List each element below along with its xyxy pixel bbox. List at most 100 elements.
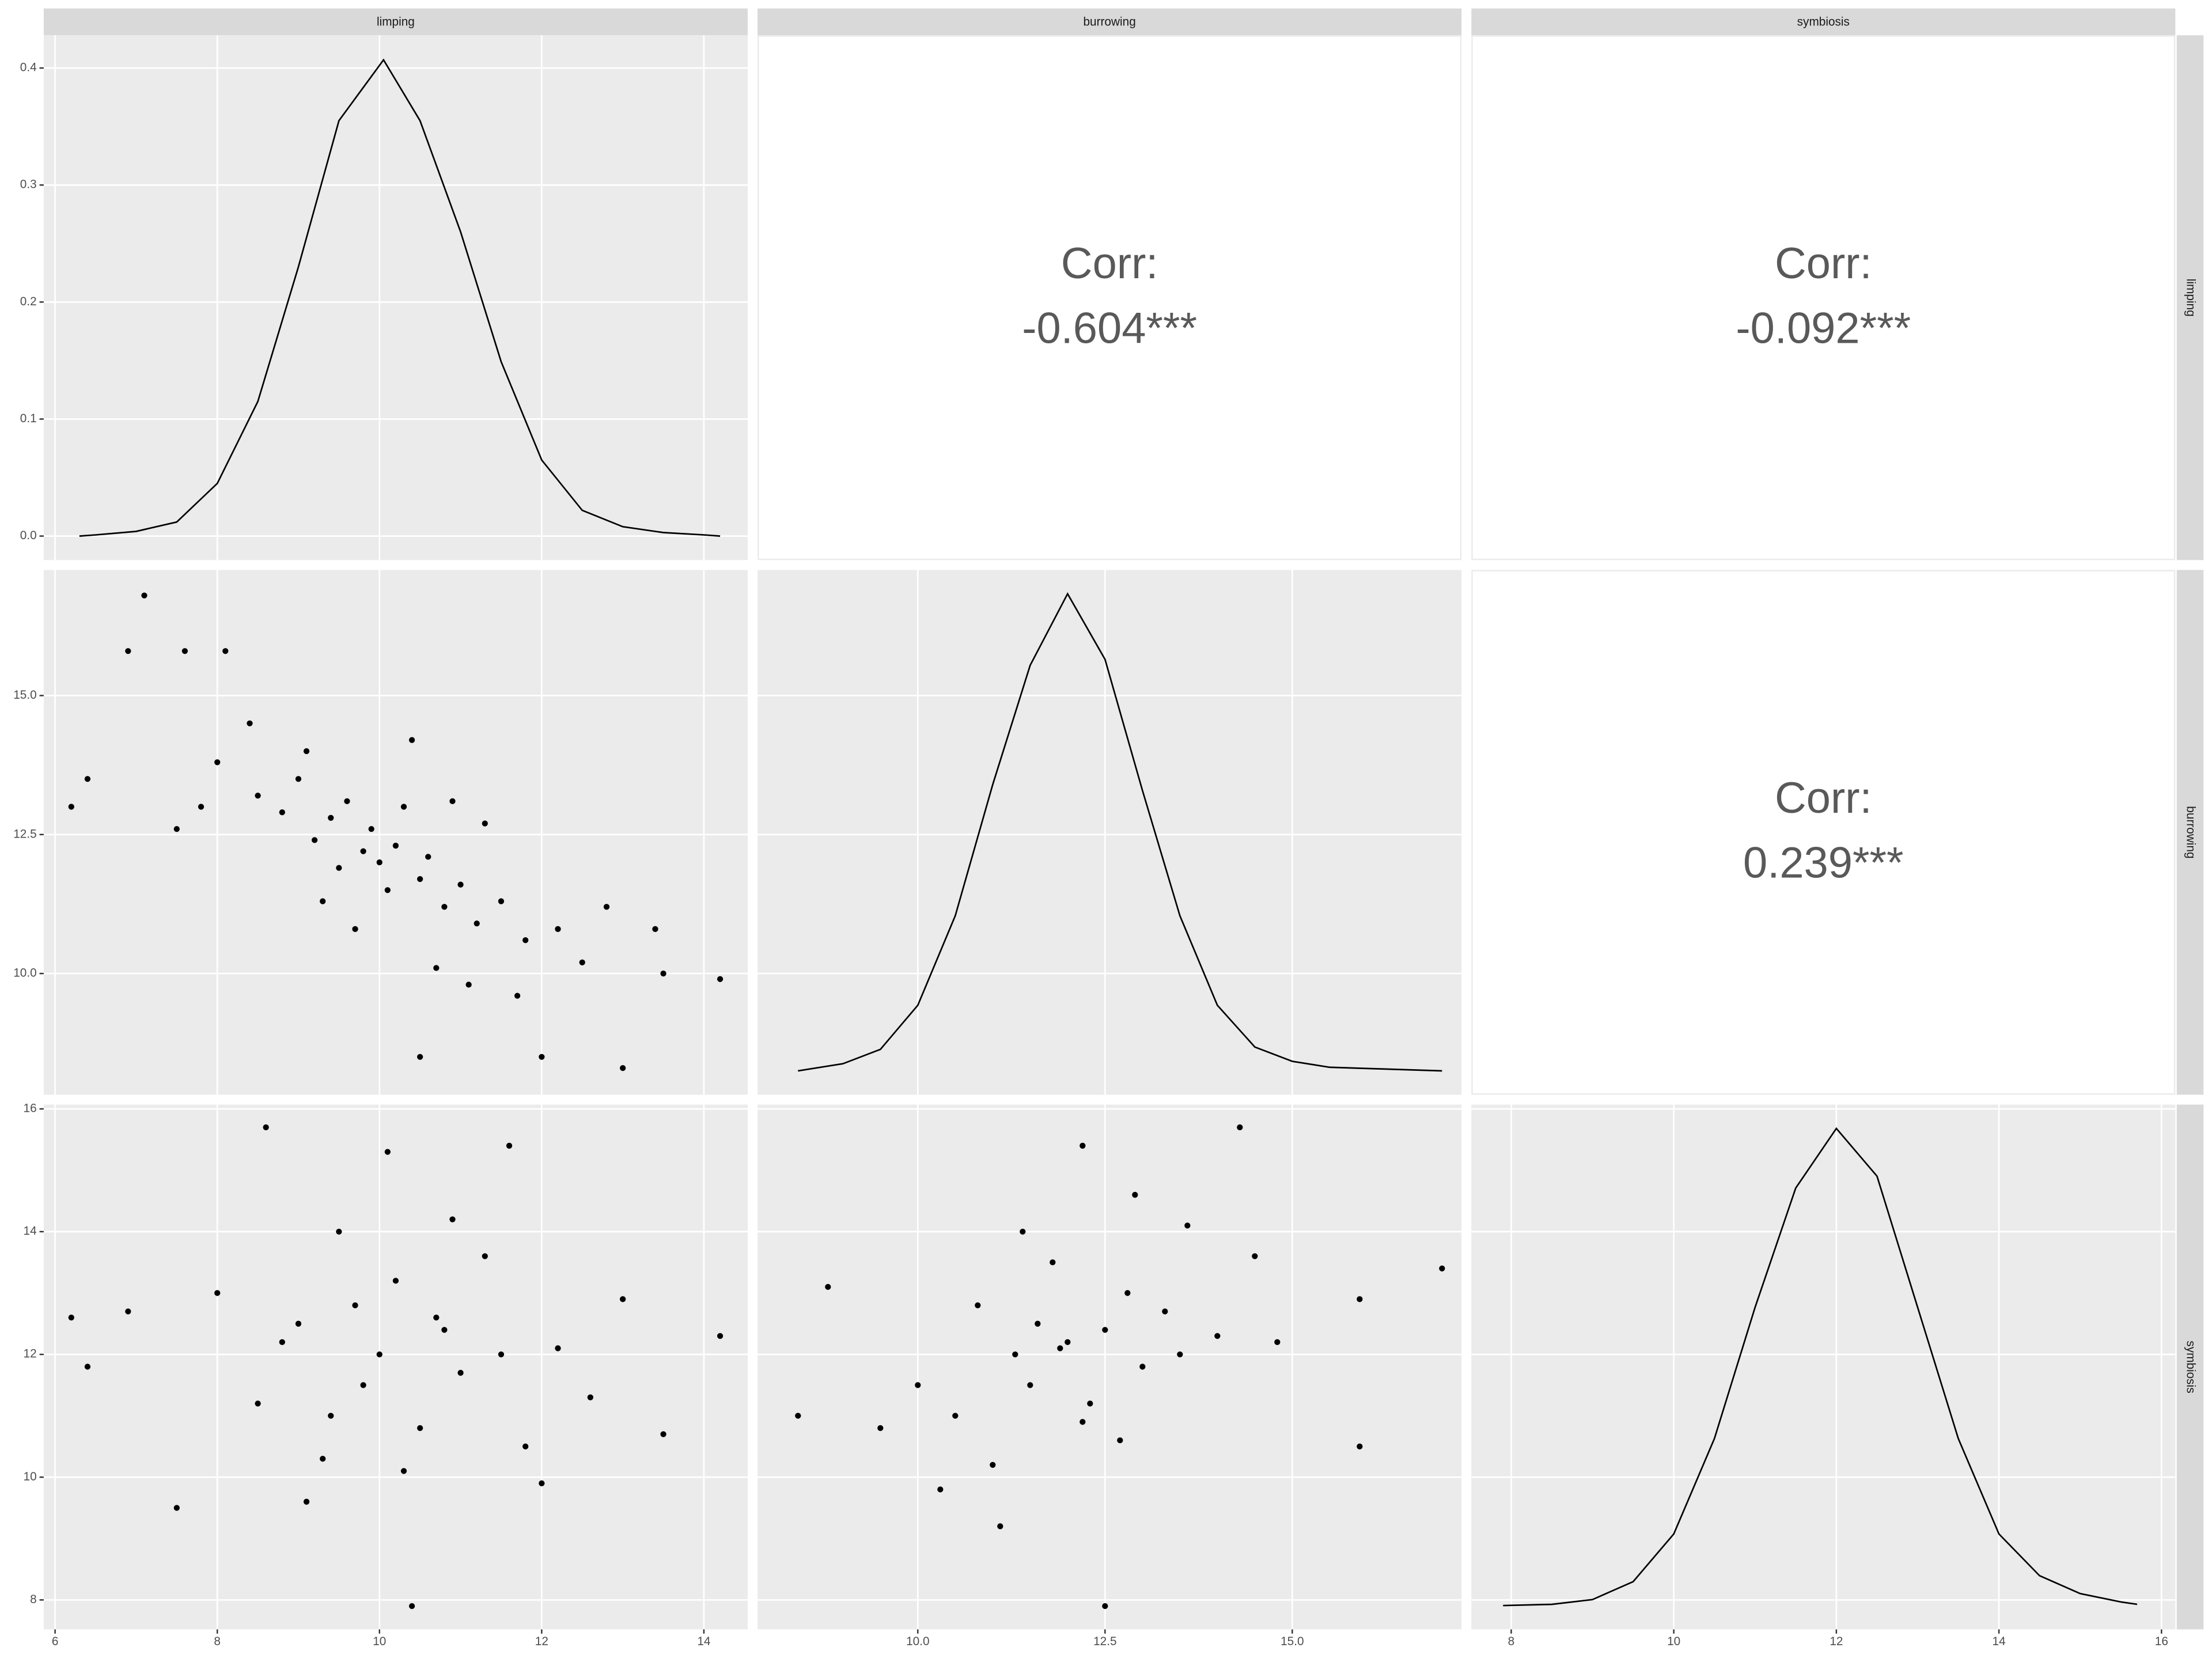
point (344, 798, 350, 804)
y-tick-label: 16 (24, 1102, 37, 1115)
y-tick-label: 0.3 (20, 178, 37, 191)
panel-background (43, 35, 748, 560)
x-tick-label: 12 (1830, 1635, 1843, 1648)
point (408, 737, 415, 743)
point (376, 1351, 382, 1358)
point (1027, 1382, 1033, 1388)
panel-background (757, 35, 1462, 560)
point (1057, 1345, 1063, 1351)
panel-background (757, 1104, 1462, 1630)
point (1102, 1327, 1108, 1333)
point (68, 1315, 74, 1321)
point (498, 898, 505, 904)
x-tick-label: 15.0 (1281, 1635, 1304, 1648)
point (1252, 1253, 1258, 1259)
point (279, 809, 285, 816)
point (392, 1278, 399, 1284)
point (392, 842, 399, 849)
point (84, 776, 91, 782)
point (1124, 1290, 1131, 1296)
point (997, 1523, 1003, 1529)
point (312, 837, 318, 843)
point (1357, 1296, 1363, 1302)
x-tick-label: 14 (1993, 1635, 2006, 1648)
point (433, 965, 440, 971)
point (198, 804, 204, 810)
point (295, 776, 302, 782)
corr-value: -0.604*** (1022, 304, 1197, 353)
point (465, 982, 472, 988)
point (328, 1412, 334, 1419)
point (1012, 1351, 1018, 1358)
y-tick-label: 8 (30, 1593, 37, 1606)
point (795, 1412, 801, 1419)
density-line (1503, 1127, 2138, 1607)
point (603, 904, 610, 910)
point (660, 970, 666, 977)
point (400, 804, 407, 810)
point (825, 1283, 831, 1290)
point (620, 1065, 626, 1071)
y-tick-label: 15.0 (13, 688, 36, 702)
point (368, 825, 374, 832)
point (125, 1308, 131, 1315)
point (539, 1054, 545, 1060)
point (1139, 1363, 1146, 1370)
point (417, 1425, 423, 1431)
x-tick-label: 8 (1508, 1635, 1515, 1648)
y-tick-label: 14 (24, 1225, 37, 1238)
point (652, 926, 658, 932)
point (125, 648, 131, 654)
point (279, 1339, 285, 1346)
point (222, 648, 229, 654)
x-tick-label: 8 (214, 1635, 221, 1648)
point (303, 1498, 310, 1505)
corr-label: Corr: (1775, 774, 1872, 823)
panel-background (43, 570, 748, 1095)
strip-label: limping (377, 16, 415, 29)
y-tick-label: 12 (24, 1347, 37, 1361)
point (173, 1505, 180, 1511)
panel-background (757, 570, 1462, 1095)
x-tick-label: 6 (52, 1635, 59, 1648)
point (457, 1370, 464, 1376)
point (441, 904, 448, 910)
y-tick-label: 10.0 (13, 967, 36, 980)
corr-value: -0.092*** (1736, 304, 1911, 353)
corr-label: Corr: (1775, 239, 1872, 288)
point (474, 921, 480, 927)
point (255, 1400, 261, 1407)
point (1102, 1603, 1108, 1609)
strip-label: limping (2184, 279, 2198, 317)
point (247, 720, 253, 726)
point (1080, 1419, 1086, 1425)
point (360, 848, 366, 854)
point (1274, 1339, 1281, 1346)
strip-background (2176, 570, 2204, 1095)
point (937, 1486, 944, 1493)
panel-background (1471, 570, 2176, 1095)
panel-background (1471, 1104, 2176, 1630)
point (295, 1320, 302, 1327)
strip-background (2176, 1104, 2204, 1630)
point (1020, 1228, 1026, 1235)
point (915, 1382, 921, 1388)
point (660, 1431, 666, 1437)
point (1439, 1265, 1445, 1272)
point (173, 825, 180, 832)
point (539, 1480, 545, 1487)
point (84, 1363, 91, 1370)
point (1117, 1437, 1123, 1444)
point (408, 1603, 415, 1609)
point (482, 820, 488, 827)
point (328, 815, 334, 821)
point (417, 876, 423, 882)
y-tick-label: 0.4 (20, 61, 37, 74)
point (376, 859, 382, 866)
point (620, 1296, 626, 1302)
corr-label: Corr: (1061, 239, 1158, 288)
point (449, 798, 456, 804)
point (952, 1412, 959, 1419)
point (1065, 1339, 1071, 1346)
